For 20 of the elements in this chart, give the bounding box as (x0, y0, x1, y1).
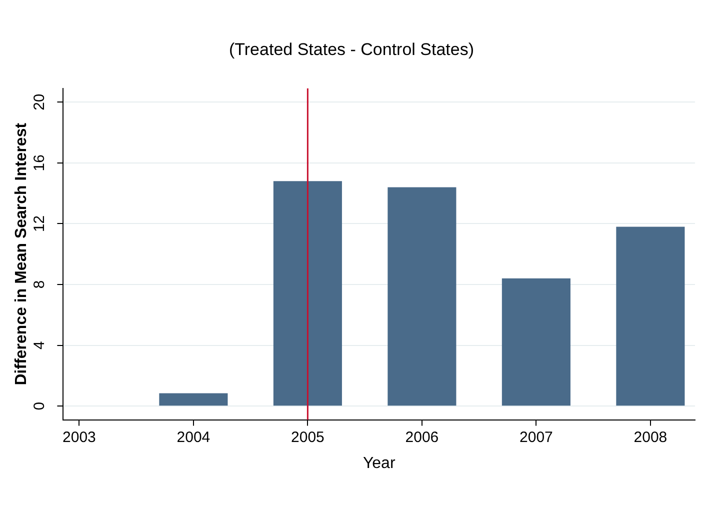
y-tick-label: 20 (30, 94, 48, 110)
bar (616, 226, 685, 406)
x-tick-label: 2005 (291, 428, 324, 446)
y-tick-label: 4 (30, 341, 48, 350)
y-tick-label: 12 (30, 215, 48, 232)
y-axis-title: Difference in Mean Search Interest (13, 122, 30, 386)
bar (388, 187, 456, 406)
bar (502, 278, 570, 406)
x-axis-title: Year (362, 454, 396, 472)
bar (159, 393, 228, 406)
chart-title: (Treated States - Control States) (228, 40, 474, 59)
x-tick-label: 2003 (62, 428, 96, 446)
x-tick-label: 2004 (176, 428, 210, 446)
x-tick-label: 2008 (634, 428, 668, 446)
y-tick-label: 8 (30, 280, 48, 289)
y-tick-label: 16 (30, 154, 48, 172)
x-tick-label: 2006 (405, 428, 439, 446)
x-tick-label: 2007 (520, 428, 553, 446)
y-tick-label: 0 (30, 402, 48, 410)
bar (273, 181, 342, 406)
